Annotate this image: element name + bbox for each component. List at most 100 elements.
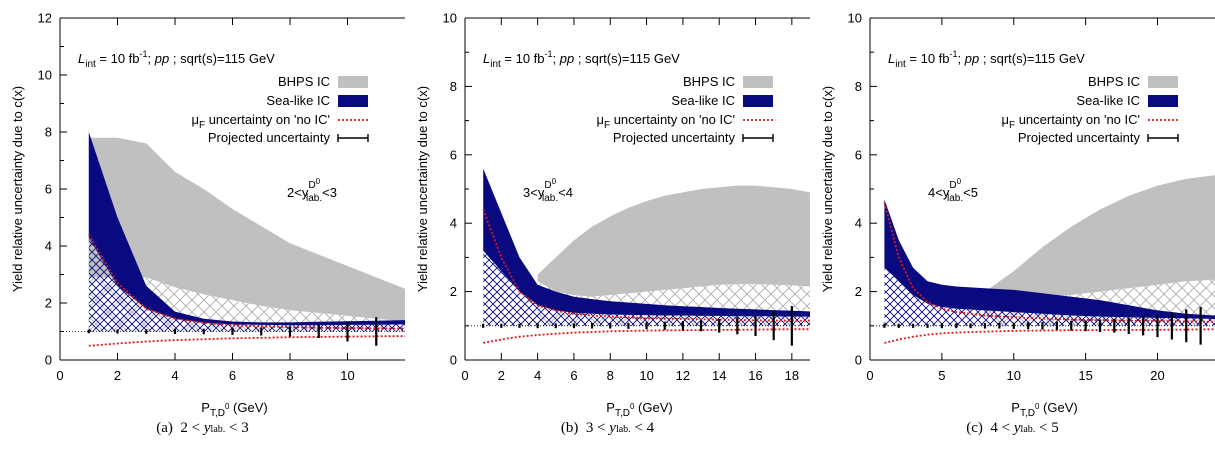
header-pp: pp xyxy=(154,51,169,66)
x-tick-label: 15 xyxy=(1078,368,1092,383)
rapidity-sup: D xyxy=(544,180,551,191)
y-tick-label: 8 xyxy=(855,79,862,94)
x-axis-label: PT,D0 (GeV) xyxy=(1011,400,1077,419)
legend-muf-sub: F xyxy=(1009,120,1015,131)
header-Lsub: int xyxy=(895,59,906,70)
header-text: Lint = 10 fb-1; pp ; sqrt(s)=115 GeV xyxy=(78,49,275,70)
legend-bhps-swatch xyxy=(1148,76,1178,88)
y-axis-label: Yield relative uncertainty due to c(x) xyxy=(820,86,835,292)
x-tick-label: 10 xyxy=(340,368,354,383)
rapidity-sub: lab. xyxy=(542,193,558,204)
legend-muf-pre: μ xyxy=(596,112,604,127)
muf-lower-line xyxy=(88,335,405,347)
chart-svg-a: 0 2 4 6 8 10 12 0 2 4 6 8 10 Yield relative uncertain… xyxy=(10,11,405,419)
x-label-subsup: 0 xyxy=(225,402,230,411)
sea-hatch xyxy=(483,250,810,326)
x-tick-label: 6 xyxy=(229,368,236,383)
x-tick-label: 4 xyxy=(534,368,541,383)
caption-sub: lab. xyxy=(1020,424,1036,435)
x-tick-label: 4 xyxy=(171,368,178,383)
x-tick-label: 8 xyxy=(286,368,293,383)
bhps-band xyxy=(985,175,1215,297)
caption-var: y xyxy=(203,420,211,436)
header-pp: pp xyxy=(559,51,574,66)
muf-upper-line xyxy=(482,209,810,322)
header-rest2: ; xyxy=(148,51,155,66)
y-tick-label: 0 xyxy=(450,353,457,368)
header-rest1sup: -1 xyxy=(545,49,553,59)
x-label-subsup: 0 xyxy=(630,402,635,411)
header-rest3: ; sqrt(s)=115 GeV xyxy=(574,51,680,66)
legend-muf-label: μF uncertainty on 'no IC' xyxy=(596,112,735,131)
legend-muf-pre: μ xyxy=(1001,112,1009,127)
y-tick-label: 0 xyxy=(855,353,862,368)
caption-hi: 3 xyxy=(241,420,249,436)
legend-muf-post: uncertainty on 'no IC' xyxy=(610,112,735,127)
caption-label: (b) xyxy=(560,420,579,436)
legend-sea-swatch xyxy=(338,95,368,107)
header-rest1: = 10 fb xyxy=(906,51,950,66)
rapidity-supsup: 0 xyxy=(316,177,321,186)
x-label-subsup: 0 xyxy=(1035,402,1040,411)
legend-sea-label: Sea-like IC xyxy=(266,93,330,108)
y-tick-label: 2 xyxy=(855,284,862,299)
x-tick-label: 10 xyxy=(1007,368,1021,383)
legend-proj-label: Projected uncertainty xyxy=(1018,130,1141,145)
x-tick-label: 0 xyxy=(866,368,873,383)
header-Lsub: int xyxy=(490,59,501,70)
x-tick-label: 16 xyxy=(748,368,762,383)
caption-sub: lab. xyxy=(210,424,226,435)
x-label-main: P xyxy=(606,400,615,415)
sea-hatch xyxy=(88,237,405,332)
chart-svg-c: 0 2 4 6 8 10 0 5 10 15 20 Yield relative uncertaint… xyxy=(820,11,1215,419)
x-tick-label: 5 xyxy=(938,368,945,383)
muf-lower-line xyxy=(884,328,1215,344)
plot-area xyxy=(465,168,810,346)
rapidity-hi: <4 xyxy=(558,185,573,200)
x-label-sub: T,D xyxy=(1020,408,1035,419)
y-tick-label: 4 xyxy=(855,216,862,231)
legend-sea-swatch xyxy=(743,95,773,107)
y-tick-label: 4 xyxy=(450,216,457,231)
x-tick-label: 20 xyxy=(1150,368,1164,383)
legend-proj-label: Projected uncertainty xyxy=(208,130,331,145)
y-tick-label: 2 xyxy=(45,296,52,311)
bhps-band xyxy=(88,137,405,322)
legend-sea-label: Sea-like IC xyxy=(1076,93,1140,108)
header-rest3: ; sqrt(s)=115 GeV xyxy=(979,51,1085,66)
legend-muf-sub: F xyxy=(199,120,205,131)
caption-b: (b) 3 < ylab. < 4 xyxy=(560,420,655,436)
legend-muf-post: uncertainty on 'no IC' xyxy=(205,112,330,127)
x-axis-label: PT,D0 (GeV) xyxy=(606,400,672,419)
caption-a: (a) 2 < ylab. < 3 xyxy=(156,420,249,436)
rapidity-label: 3<yD0 lab.<4 xyxy=(523,177,573,204)
rapidity-label: 2<yD0 lab.<3 xyxy=(287,177,337,204)
header-L: L xyxy=(888,51,895,66)
y-tick-label: 6 xyxy=(45,182,52,197)
x-tick-label: 2 xyxy=(498,368,505,383)
header-pp: pp xyxy=(964,51,979,66)
rapidity-sup: D xyxy=(308,180,315,191)
x-axis-label: PT,D0 (GeV) xyxy=(201,400,267,419)
caption-sub: lab. xyxy=(615,424,631,435)
legend-bhps-label: BHPS IC xyxy=(278,74,330,89)
x-label-unit: (GeV) xyxy=(634,400,672,415)
y-tick-label: 6 xyxy=(450,147,457,162)
x-label-unit: (GeV) xyxy=(229,400,267,415)
header-L: L xyxy=(483,51,490,66)
rapidity-lo: 2<y xyxy=(287,185,309,200)
rapidity-hi: <3 xyxy=(322,185,337,200)
muf-lower-line xyxy=(483,328,810,344)
muf-upper-line xyxy=(883,202,1215,323)
x-tick-label: 10 xyxy=(639,368,653,383)
caption-lo: 3 xyxy=(585,420,594,436)
legend-muf-label: μF uncertainty on 'no IC' xyxy=(191,112,330,131)
header-Lsub: int xyxy=(85,59,96,70)
muf-upper-line xyxy=(88,234,405,330)
y-tick-label: 8 xyxy=(450,79,457,94)
y-axis-label: Yield relative uncertainty due to c(x) xyxy=(10,86,25,292)
header-rest1sup: -1 xyxy=(950,49,958,59)
y-tick-label: 0 xyxy=(45,353,52,368)
legend-muf-pre: μ xyxy=(191,112,199,127)
caption-lo: 4 xyxy=(990,420,998,436)
